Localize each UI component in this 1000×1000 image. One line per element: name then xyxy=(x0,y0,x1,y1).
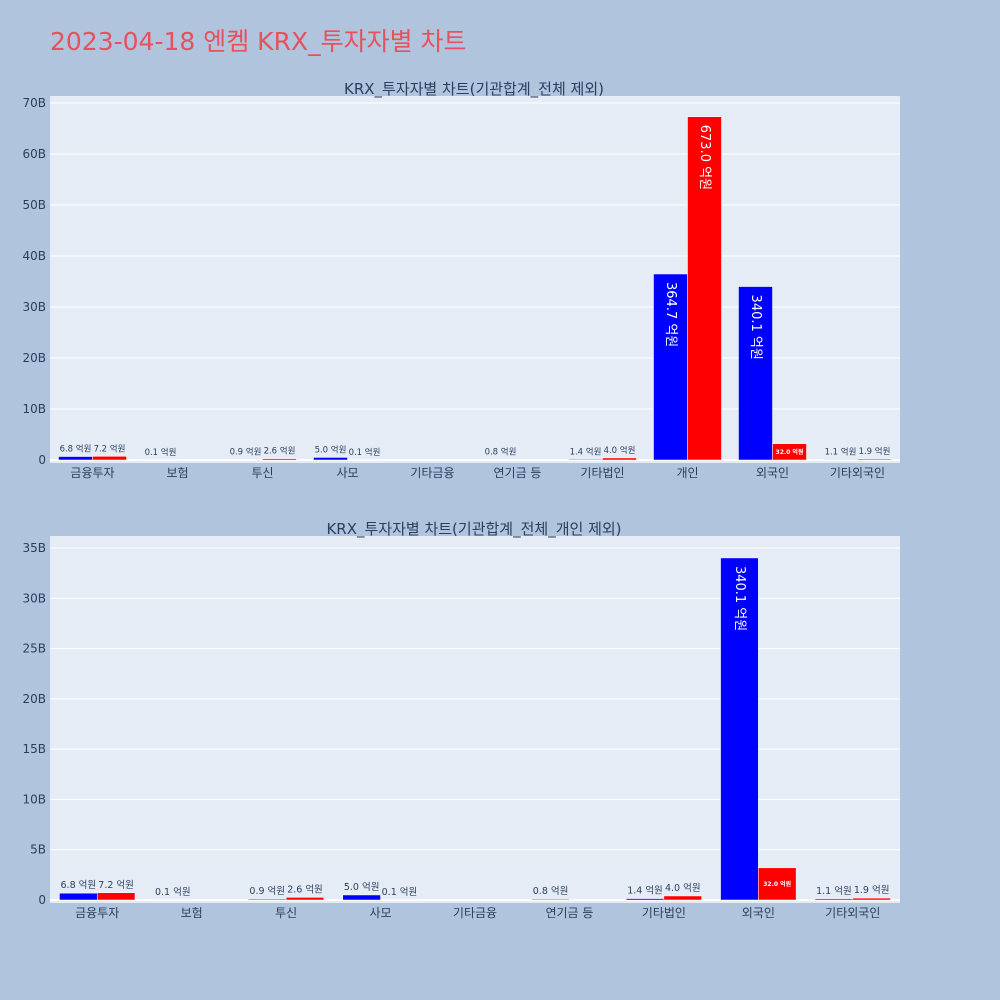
sell-bar xyxy=(625,898,665,901)
x-tick-label: 보험 xyxy=(181,906,203,920)
sell-bar xyxy=(568,459,603,461)
data-label: 5.0 억원 xyxy=(315,444,347,455)
x-tick-label: 연기금 등 xyxy=(545,906,593,920)
x-tick-label: 연기금 등 xyxy=(494,466,542,480)
x-tick-label: 기타법인 xyxy=(642,906,686,920)
sell-bar xyxy=(342,894,381,901)
data-label: 0.1 억원 xyxy=(349,447,381,458)
x-tick-label: 사모 xyxy=(370,906,392,920)
chart-title: KRX_투자자별 차트(기관합계_전체 제외) xyxy=(344,80,604,99)
buy-bar xyxy=(772,443,807,461)
x-tick-label: 금융투자 xyxy=(75,906,119,920)
x-tick-label: 기타금융 xyxy=(410,466,454,480)
data-label: 4.0 억원 xyxy=(604,445,636,456)
y-tick-label: 0 xyxy=(38,453,46,467)
chart-2: 0 5B 10B 15B 20B 25B 30B 35B KRX_투자자별 차트(기관합계_전체… xyxy=(22,520,900,920)
data-label: 1.4 억원 xyxy=(627,885,663,897)
y-tick-label: 20B xyxy=(22,351,46,365)
x-tick-label: 투신 xyxy=(275,906,297,920)
y-tick-label: 40B xyxy=(22,249,46,263)
data-label: 5.0 억원 xyxy=(344,881,380,893)
sell-bar xyxy=(58,456,93,461)
data-label: 2.6 억원 xyxy=(264,446,296,457)
x-tick-label: 외국인 xyxy=(742,906,775,920)
sell-bar xyxy=(814,898,854,901)
data-label: 0.1 억원 xyxy=(145,447,177,458)
data-label: 7.2 억원 xyxy=(98,879,134,891)
data-label: 7.2 억원 xyxy=(94,443,126,454)
data-label: 0.1 억원 xyxy=(155,886,191,898)
buy-bar xyxy=(602,457,637,461)
y-tick-label: 0 xyxy=(38,893,46,907)
data-label: 0.8 억원 xyxy=(485,447,517,458)
data-label: 1.1 억원 xyxy=(816,885,852,897)
x-tick-label: 기타외국인 xyxy=(825,906,880,920)
x-tick-label: 기타외국인 xyxy=(830,466,885,480)
data-label: 0.8 억원 xyxy=(533,885,569,897)
data-label: 32.0 억원 xyxy=(763,880,791,888)
buy-bar xyxy=(285,897,325,901)
x-tick-label: 기타금융 xyxy=(453,906,497,920)
y-tick-label: 50B xyxy=(22,198,46,212)
y-tick-label: 70B xyxy=(22,96,46,110)
data-label: 6.8 억원 xyxy=(60,444,92,455)
buy-bar xyxy=(96,892,136,901)
chart-1: 0 10B 20B 30B 40B 50B 60B 70B KRX_투자자별 차트(기관합계_전… xyxy=(22,80,900,480)
x-tick-label: 기타법인 xyxy=(580,466,624,480)
x-tick-label: 외국인 xyxy=(756,466,789,480)
x-tick-label: 투신 xyxy=(251,466,273,480)
x-tick-label: 보험 xyxy=(166,466,188,480)
sell-bar xyxy=(313,457,348,461)
data-label: 1.4 억원 xyxy=(570,446,602,457)
buy-bar xyxy=(262,458,297,461)
sell-bar xyxy=(738,286,773,461)
x-tick-label: 개인 xyxy=(676,466,698,480)
y-tick-label: 60B xyxy=(22,147,46,161)
buy-bar xyxy=(663,895,702,901)
x-tick-label: 금융투자 xyxy=(70,466,114,480)
buy-bar xyxy=(857,458,892,461)
sell-bar xyxy=(59,892,98,901)
data-label: 1.9 억원 xyxy=(854,884,890,896)
chart-title: KRX_투자자별 차트(기관합계_전체_개인 제외) xyxy=(326,520,621,539)
sell-bar xyxy=(720,557,759,901)
sell-bar xyxy=(531,898,570,901)
data-label: 340.1 억원 xyxy=(732,566,747,631)
y-tick-label: 30B xyxy=(22,591,46,605)
data-label: 0.9 억원 xyxy=(249,885,285,897)
data-label: 6.8 억원 xyxy=(61,879,97,891)
buy-bar xyxy=(687,116,722,461)
data-label: 1.1 억원 xyxy=(825,446,857,457)
data-label: 32.0 억원 xyxy=(776,448,804,456)
y-tick-label: 10B xyxy=(22,792,46,806)
data-label: 340.1 억원 xyxy=(748,295,763,360)
data-label: 1.9 억원 xyxy=(859,446,891,457)
y-tick-label: 30B xyxy=(22,300,46,314)
y-tick-label: 15B xyxy=(22,742,46,756)
data-label: 4.0 억원 xyxy=(665,882,701,894)
buy-bar xyxy=(92,456,127,461)
buy-bar xyxy=(852,897,891,901)
x-tick-label: 사모 xyxy=(336,466,358,480)
data-label: 0.9 억원 xyxy=(230,447,262,458)
y-tick-label: 20B xyxy=(22,692,46,706)
sell-bar xyxy=(248,898,287,901)
y-tick-label: 10B xyxy=(22,402,46,416)
data-label: 673.0 억원 xyxy=(697,125,712,190)
plot-area xyxy=(50,536,900,903)
data-label: 0.1 억원 xyxy=(382,886,418,898)
sell-bar xyxy=(823,459,858,461)
data-label: 2.6 억원 xyxy=(287,883,323,895)
data-label: 364.7 억원 xyxy=(663,282,678,347)
page-title: 2023-04-18 엔켐 KRX_투자자별 차트 xyxy=(50,27,467,56)
y-tick-label: 5B xyxy=(30,843,46,857)
buy-bar xyxy=(758,867,797,901)
y-tick-label: 25B xyxy=(22,642,46,656)
y-tick-label: 35B xyxy=(22,541,46,555)
